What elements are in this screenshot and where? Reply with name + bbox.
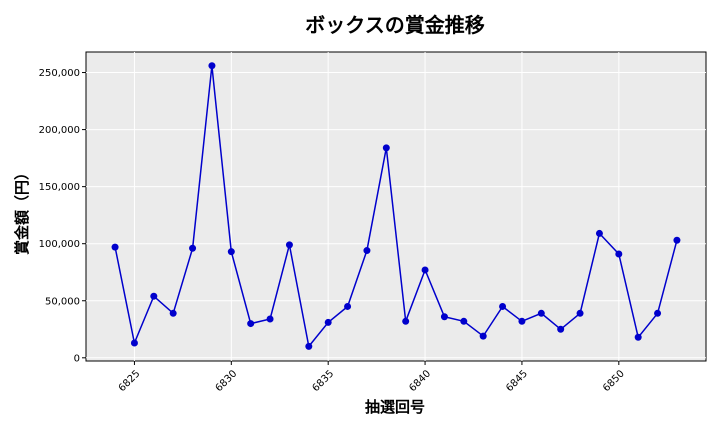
data-point <box>440 313 448 321</box>
x-axis-label: 抽選回号 <box>365 398 425 416</box>
data-point <box>673 236 681 244</box>
data-point <box>227 248 235 256</box>
data-point <box>285 241 293 249</box>
grid-lines <box>86 52 706 361</box>
y-tick-label: 250,000 <box>39 68 80 79</box>
x-axis-ticks: 6825 6830 6835 6840 6845 6850 <box>117 361 627 394</box>
data-point <box>576 309 584 317</box>
data-point <box>266 315 274 323</box>
data-point <box>189 244 197 252</box>
data-point <box>382 144 390 152</box>
chart-title: ボックスの賞金推移 <box>305 13 484 37</box>
y-axis-ticks: 0 50,000 100,000 150,000 200,000 250,000 <box>39 68 86 364</box>
data-point <box>130 339 138 347</box>
data-point <box>479 332 487 340</box>
x-tick-label: 6845 <box>504 368 530 394</box>
data-point <box>595 229 603 237</box>
y-tick-label: 50,000 <box>45 296 80 307</box>
data-point <box>615 250 623 258</box>
x-tick-label: 6830 <box>214 368 240 394</box>
data-point <box>344 302 352 310</box>
x-tick-label: 6825 <box>117 368 143 394</box>
y-tick-label: 200,000 <box>39 125 80 136</box>
y-tick-label: 0 <box>74 353 80 364</box>
data-point <box>111 243 119 251</box>
plot-area <box>85 51 707 362</box>
data-point <box>208 62 216 70</box>
y-axis-label: 賞金額（円） <box>13 165 31 255</box>
series-layer <box>111 62 681 350</box>
series-line <box>114 65 678 349</box>
data-point <box>324 318 332 326</box>
data-point <box>537 309 545 317</box>
data-point <box>634 333 642 341</box>
data-point <box>557 325 565 333</box>
data-point <box>150 292 158 300</box>
data-point <box>169 309 177 317</box>
data-point <box>402 317 410 325</box>
data-point <box>518 317 526 325</box>
data-point <box>363 247 371 255</box>
y-tick-label: 150,000 <box>39 182 80 193</box>
x-tick-label: 6850 <box>601 368 627 394</box>
data-point <box>421 266 429 274</box>
data-point <box>460 317 468 325</box>
data-point <box>247 320 255 328</box>
x-tick-label: 6840 <box>407 368 433 394</box>
data-point <box>499 302 507 310</box>
data-point <box>654 309 662 317</box>
y-tick-label: 100,000 <box>39 239 80 250</box>
data-point <box>305 342 313 350</box>
x-tick-label: 6835 <box>311 368 337 394</box>
